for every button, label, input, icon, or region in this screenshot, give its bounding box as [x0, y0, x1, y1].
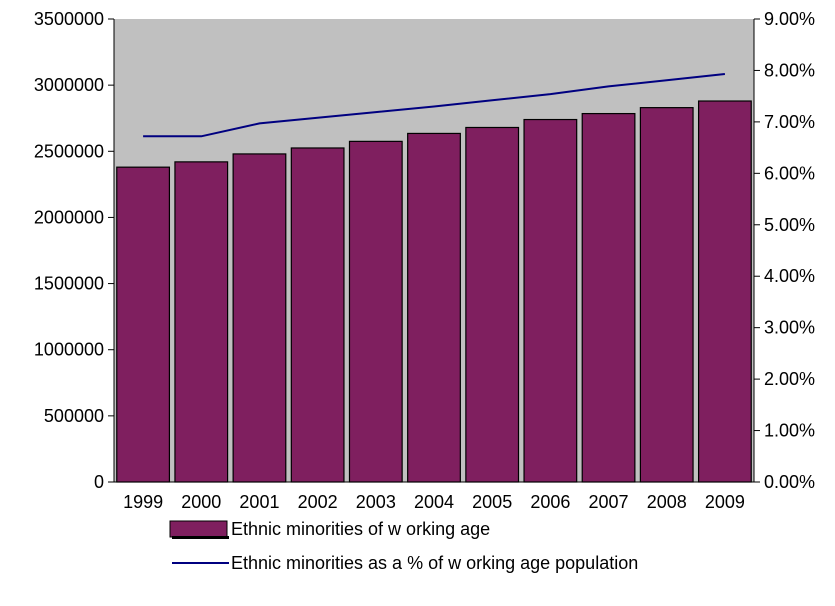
right-axis-tick-label: 4.00%: [764, 266, 815, 286]
x-axis-tick-label: 1999: [123, 492, 163, 512]
bar: [349, 141, 402, 482]
x-axis-tick-label: 2002: [298, 492, 338, 512]
x-axis-tick-label: 2006: [530, 492, 570, 512]
right-axis-tick-label: 8.00%: [764, 60, 815, 80]
right-axis-tick-label: 6.00%: [764, 163, 815, 183]
left-axis-tick-label: 1000000: [34, 340, 104, 360]
bar: [524, 120, 577, 482]
right-axis-tick-label: 5.00%: [764, 215, 815, 235]
left-axis-tick-label: 0: [94, 472, 104, 492]
bar: [233, 154, 286, 482]
x-axis-tick-label: 2003: [356, 492, 396, 512]
right-axis-tick-label: 7.00%: [764, 112, 815, 132]
right-axis-tick-label: 3.00%: [764, 318, 815, 338]
bar: [291, 148, 344, 482]
legend-bar-swatch: [170, 521, 227, 537]
x-axis-tick-label: 2005: [472, 492, 512, 512]
x-axis-tick-label: 2009: [705, 492, 745, 512]
left-axis-tick-label: 1500000: [34, 274, 104, 294]
legend-line-label: Ethnic minorities as a % of w orking age…: [231, 553, 638, 573]
left-axis-tick-label: 3500000: [34, 9, 104, 29]
right-axis-tick-label: 0.00%: [764, 472, 815, 492]
right-axis-tick-label: 2.00%: [764, 369, 815, 389]
x-axis-tick-label: 2008: [647, 492, 687, 512]
x-axis-tick-label: 2001: [239, 492, 279, 512]
bar: [699, 101, 752, 482]
bar: [582, 114, 635, 482]
bar: [117, 167, 170, 482]
x-axis-tick-label: 2000: [181, 492, 221, 512]
right-axis-tick-label: 1.00%: [764, 421, 815, 441]
right-axis-tick-label: 9.00%: [764, 9, 815, 29]
bar: [640, 108, 693, 482]
left-axis-tick-label: 2000000: [34, 207, 104, 227]
legend-bar-label: Ethnic minorities of w orking age: [231, 519, 490, 539]
left-axis-tick-label: 500000: [44, 406, 104, 426]
left-axis-tick-label: 3000000: [34, 75, 104, 95]
left-axis-tick-label: 2500000: [34, 141, 104, 161]
bar: [408, 133, 461, 482]
x-axis-tick-label: 2007: [589, 492, 629, 512]
bar: [175, 162, 228, 482]
legend-bar-swatch-shadow: [172, 536, 229, 539]
bar: [466, 127, 519, 482]
x-axis-tick-label: 2004: [414, 492, 454, 512]
